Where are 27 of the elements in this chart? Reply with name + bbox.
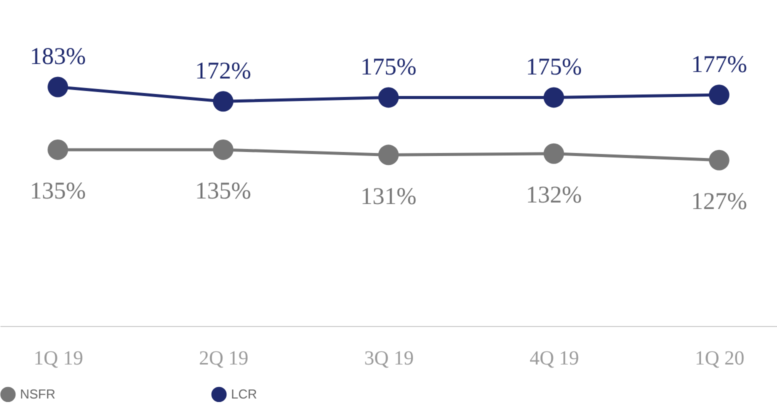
data-label: 132% [526,182,582,209]
x-tick-label: 2Q 19 [198,348,248,370]
point [544,87,564,108]
data-label: 183% [30,44,86,70]
point [48,139,68,160]
legend-label: NSFR [20,386,56,402]
point [544,143,564,164]
point [708,84,730,106]
data-label: 175% [360,54,416,80]
data-label: 135% [195,178,252,205]
point [48,76,68,98]
data-label: 131% [360,184,416,210]
legend-label: LCR [231,386,258,402]
data-label: 172% [195,58,252,84]
point [212,91,234,112]
point [212,139,234,160]
point [378,87,399,108]
data-label: 177% [691,52,748,78]
data-label: 135% [30,178,86,205]
x-tick-label: 3Q 19 [364,348,414,370]
data-label: 175% [526,54,582,80]
x-tick-label: 1Q 20 [694,348,744,370]
point [378,144,399,166]
x-tick-label: 4Q 19 [530,348,580,370]
x-tick-label: 1Q 19 [34,348,84,370]
point [708,150,730,170]
data-label: 127% [691,189,748,216]
